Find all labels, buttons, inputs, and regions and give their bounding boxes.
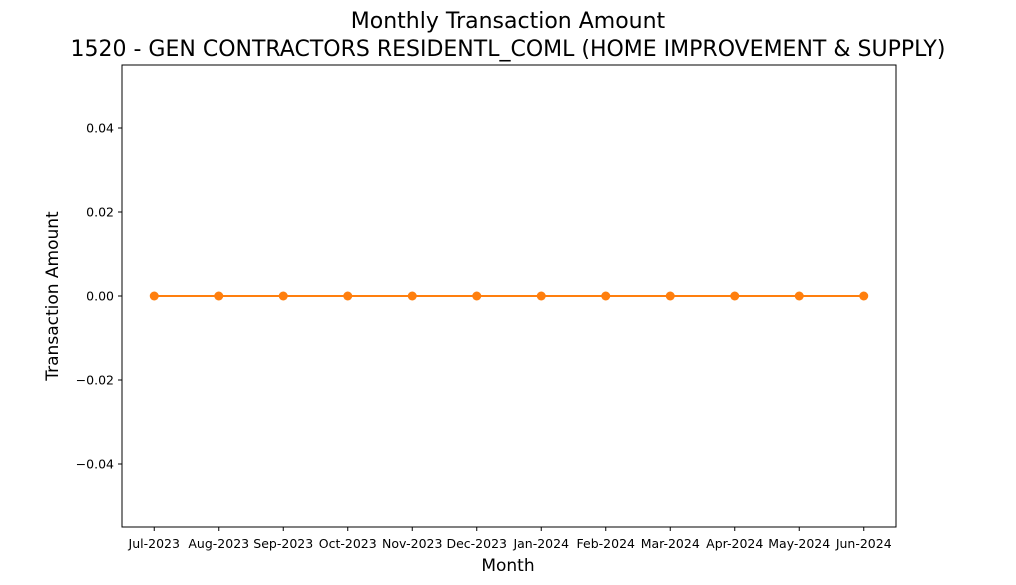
x-tick-label: Jan-2024 xyxy=(512,536,569,551)
y-tick-label: 0.04 xyxy=(86,121,114,136)
x-tick-label: Aug-2023 xyxy=(188,536,249,551)
chart-title: Monthly Transaction Amount xyxy=(351,9,666,34)
x-tick-label: Nov-2023 xyxy=(382,536,442,551)
data-point xyxy=(665,291,675,301)
data-point xyxy=(730,291,740,301)
data-point xyxy=(149,291,159,301)
data-point xyxy=(794,291,804,301)
y-tick-label: 0.00 xyxy=(86,289,114,304)
x-axis-ticks: Jul-2023 Aug-2023 Sep-2023 Oct-2023 Nov-2023… xyxy=(128,527,892,551)
y-axis-label: Transaction Amount xyxy=(43,211,63,382)
data-point xyxy=(601,291,611,301)
y-tick-label: 0.02 xyxy=(86,205,114,220)
x-tick-label: Sep-2023 xyxy=(253,536,313,551)
data-point xyxy=(407,291,417,301)
data-point xyxy=(536,291,546,301)
x-tick-label: Oct-2023 xyxy=(319,536,377,551)
x-tick-label: Jun-2024 xyxy=(835,536,892,551)
x-tick-label: May-2024 xyxy=(768,536,830,551)
chart-subtitle: 1520 - GEN CONTRACTORS RESIDENTL_COML (H… xyxy=(71,37,946,62)
data-point xyxy=(472,291,482,301)
series-layer xyxy=(149,291,869,301)
x-tick-label: Dec-2023 xyxy=(446,536,507,551)
x-tick-label: Apr-2024 xyxy=(706,536,763,551)
y-axis-ticks: −0.04 −0.02 0.00 0.02 0.04 xyxy=(76,121,122,472)
y-tick-label: −0.04 xyxy=(76,457,114,472)
x-tick-label: Mar-2024 xyxy=(641,536,700,551)
data-point xyxy=(214,291,224,301)
data-point xyxy=(278,291,288,301)
x-tick-label: Jul-2023 xyxy=(128,536,180,551)
y-tick-label: −0.02 xyxy=(76,373,114,388)
data-point xyxy=(343,291,353,301)
x-tick-label: Feb-2024 xyxy=(577,536,636,551)
data-point xyxy=(859,291,869,301)
x-axis-label: Month xyxy=(481,556,534,576)
